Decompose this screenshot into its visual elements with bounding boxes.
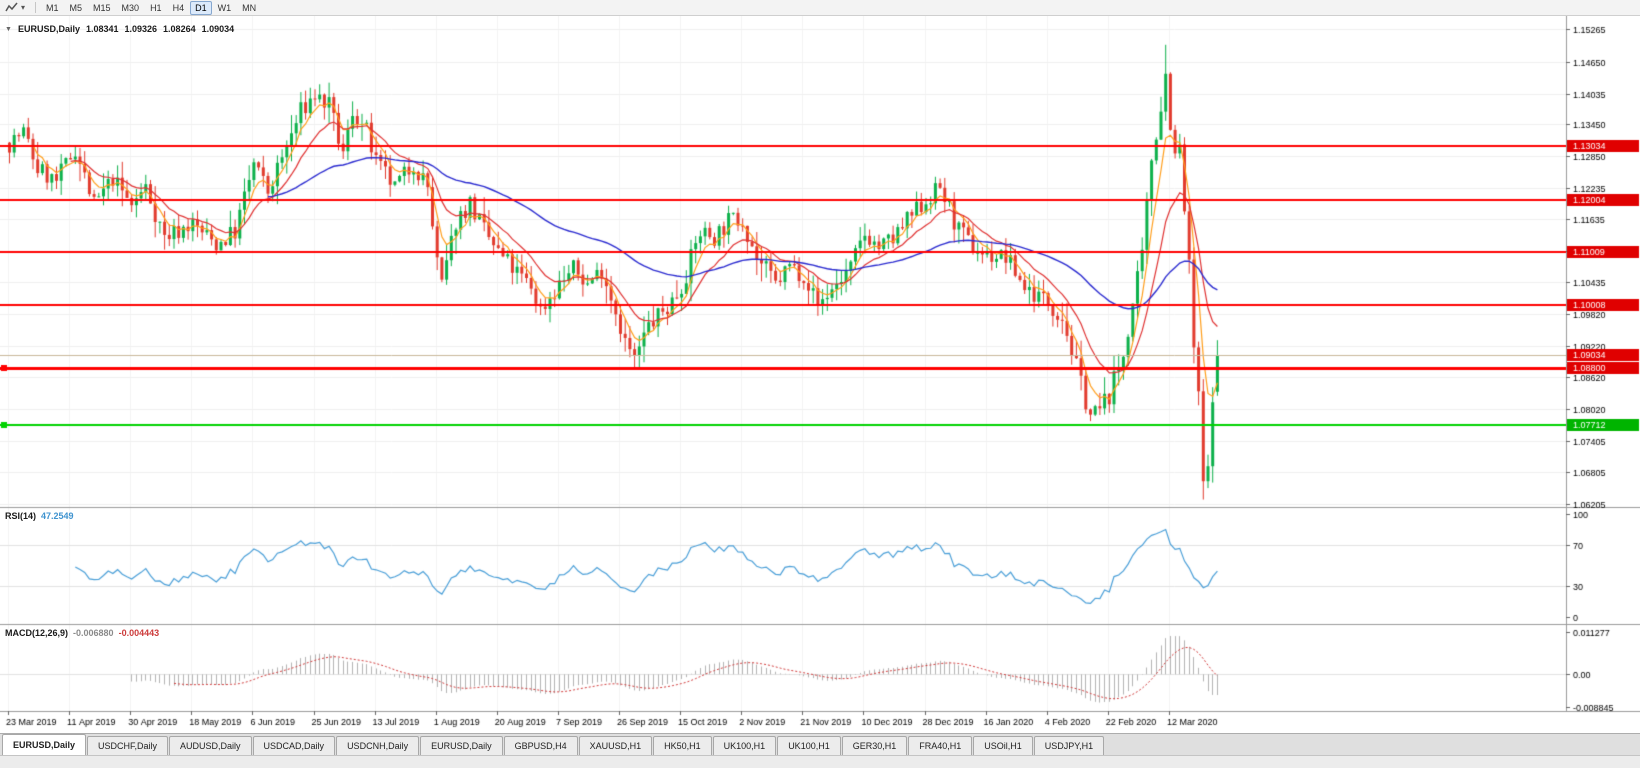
line-chart-glyph xyxy=(4,2,18,12)
timeframe-button-h1[interactable]: H1 xyxy=(150,2,162,13)
chart-tab-fra40-h1[interactable]: FRA40,H1 xyxy=(908,736,973,755)
chart-tab-eurusd-daily[interactable]: EURUSD,Daily xyxy=(420,736,503,755)
price-chart-canvas[interactable] xyxy=(0,16,1640,733)
macd-indicator-header: MACD(12,26,9) -0.006880 -0.004443 xyxy=(5,628,159,638)
timeframe-button-m30[interactable]: M30 xyxy=(121,2,140,13)
macd-main-value: -0.006880 xyxy=(73,628,114,638)
timeframe-button-h4[interactable]: H4 xyxy=(172,2,185,13)
chart-tab-usdjpy-h1[interactable]: USDJPY,H1 xyxy=(1033,736,1105,755)
chart-tab-bar: EURUSD,Daily USDCHF,Daily AUDUSD,Daily USDC… xyxy=(0,733,1640,755)
chart-tab-usdcnh-daily[interactable]: USDCNH,Daily xyxy=(336,736,420,755)
chart-symbol-label: EURUSD,Daily xyxy=(17,24,80,34)
toolbar: ▾ M1 M5 M15 M30 H1 H4 D1 W1 MN xyxy=(0,0,1640,16)
macd-title: MACD(12,26,9) xyxy=(5,628,69,638)
chart-tab-audusd-daily[interactable]: AUDUSD,Daily xyxy=(169,736,252,755)
rsi-title: RSI(14) xyxy=(5,511,37,521)
chart-tab-xauusd-h1[interactable]: XAUUSD,H1 xyxy=(578,736,653,755)
ohlc-close-value: 1.09034 xyxy=(201,24,235,34)
macd-signal-value: -0.004443 xyxy=(118,628,160,638)
timeframe-button-d1[interactable]: D1 xyxy=(190,0,212,15)
timeframe-button-m5[interactable]: M5 xyxy=(69,2,83,13)
collapse-chart-icon[interactable]: ▼ xyxy=(5,25,12,33)
chart-tab-usdcad-daily[interactable]: USDCAD,Daily xyxy=(252,736,336,755)
chart-tool-icon[interactable] xyxy=(3,2,19,14)
timeframe-button-group: M1 M5 M15 M30 H1 H4 D1 W1 MN xyxy=(41,0,261,15)
chart-tab-hk50-h1[interactable]: HK50,H1 xyxy=(653,736,712,755)
chart-tab-gbpusd-h4[interactable]: GBPUSD,H4 xyxy=(503,736,578,755)
ohlc-low-value: 1.08264 xyxy=(163,24,196,34)
chart-tab-ger30-h1[interactable]: GER30,H1 xyxy=(841,736,908,755)
chart-tab-uk100-h1[interactable]: UK100,H1 xyxy=(712,736,777,755)
chart-tab-usoil-h1[interactable]: USOil,H1 xyxy=(973,736,1033,755)
dropdown-caret-icon[interactable]: ▾ xyxy=(21,2,26,12)
timeframe-button-w1[interactable]: W1 xyxy=(217,2,232,13)
chart-ohlc-header: ▼ EURUSD,Daily 1.08341 1.09326 1.08264 1… xyxy=(5,24,234,34)
ohlc-high-value: 1.09326 xyxy=(124,24,158,34)
status-strip xyxy=(0,755,1640,768)
rsi-indicator-header: RSI(14) 47.2549 xyxy=(5,511,74,521)
timeframe-button-mn[interactable]: MN xyxy=(242,2,257,13)
chart-tab-uk100-h1[interactable]: UK100,H1 xyxy=(777,736,841,755)
toolbar-separator xyxy=(35,2,36,13)
timeframe-button-m1[interactable]: M1 xyxy=(46,2,59,13)
ohlc-open-value: 1.08341 xyxy=(85,24,119,34)
chart-tab-eurusd-daily[interactable]: EURUSD,Daily xyxy=(2,734,87,755)
chart-tab-usdchf-daily[interactable]: USDCHF,Daily xyxy=(87,736,169,755)
timeframe-button-m15[interactable]: M15 xyxy=(93,2,111,13)
rsi-value: 47.2549 xyxy=(41,511,74,521)
